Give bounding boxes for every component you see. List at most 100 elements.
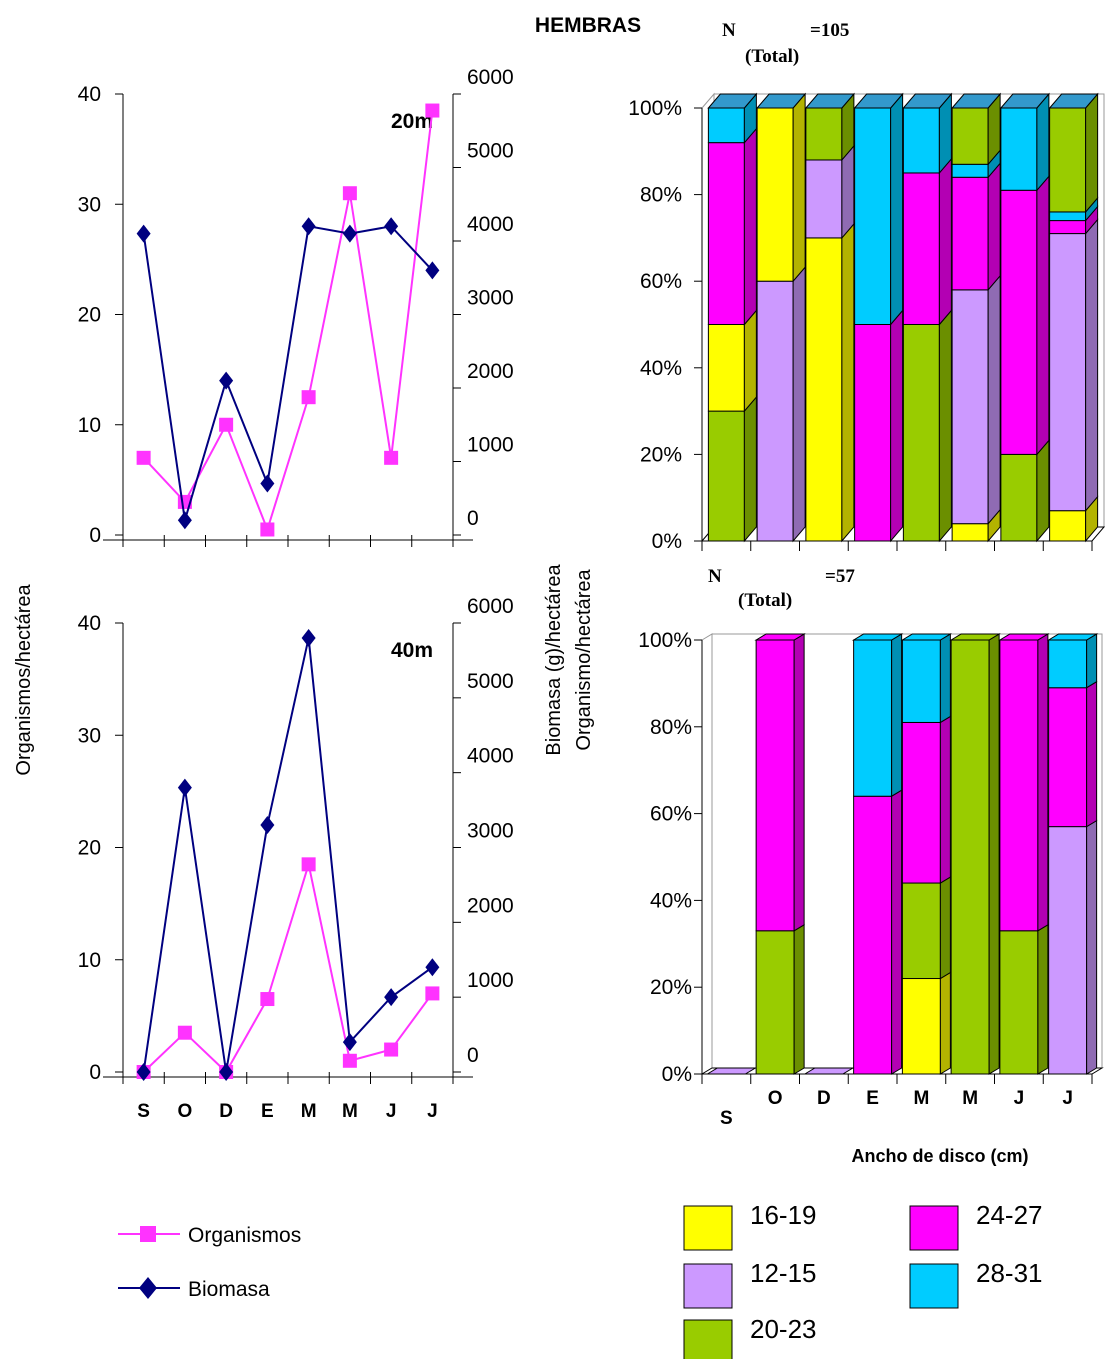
- legend-swatch-s16_19: [683, 1205, 733, 1251]
- bar-segment: [1048, 826, 1088, 1075]
- bar-segment: [1000, 189, 1038, 455]
- right-tick-label: 6000: [467, 595, 514, 618]
- bar-chart-bottom: 0% 20% 40% 60% 80% 100% S O D E M M J J: [638, 629, 1104, 1129]
- biomasa-point: [260, 474, 275, 493]
- bar-top-face: [900, 633, 953, 641]
- organismos-point: [425, 103, 440, 118]
- bar-segment: [707, 324, 745, 412]
- x-tick-label: O: [768, 1088, 783, 1109]
- bar-segment-side: [1036, 92, 1050, 192]
- y-tick-label: 80%: [640, 184, 682, 207]
- bar-segment-side: [939, 971, 951, 1075]
- bar-chart-top: 0% 20% 40% 60% 80% 100%: [628, 92, 1106, 553]
- back-wall-left: [701, 633, 713, 1075]
- bar-segment-side: [1036, 439, 1050, 543]
- bar-segment: [1049, 510, 1087, 542]
- x-tick-label: M: [962, 1088, 978, 1109]
- biomasa-point: [219, 1063, 234, 1081]
- bar-segment-side: [1086, 819, 1098, 1075]
- bar-top-face: [705, 1067, 758, 1075]
- biomasa-point: [301, 217, 316, 236]
- legend-label-s16_19: 16-19: [750, 1200, 817, 1230]
- bar-top-face: [707, 93, 758, 109]
- right-tick-label: 5000: [467, 140, 514, 163]
- bar-segment: [951, 523, 989, 542]
- bar-top-face: [754, 633, 806, 641]
- bar-segment: [707, 410, 745, 542]
- right-tick-label: 3000: [467, 287, 514, 310]
- bar-segment: [902, 107, 940, 174]
- organismos-point: [136, 450, 151, 465]
- bar-segment: [950, 639, 990, 1075]
- bar-segment: [901, 978, 941, 1075]
- line-chart-40m: 0 10 20 30 40 0 1000 2000 3000 4000 5000 6000 40m S O D…: [78, 595, 514, 1122]
- right-tick-label: 4000: [467, 213, 514, 236]
- biomasa-point: [177, 778, 192, 797]
- bar-segment: [999, 930, 1039, 1075]
- n-total-sublabel: (Total): [745, 46, 799, 67]
- left-tick-label: 10: [78, 949, 101, 972]
- right-tick-label: 3000: [467, 820, 514, 843]
- legend-swatch-s20_23: [683, 1319, 733, 1364]
- left-tick-label: 30: [78, 724, 101, 747]
- y-tick-label: 0%: [652, 530, 682, 553]
- biomasa-point: [219, 371, 234, 390]
- bar-segment-side: [939, 633, 951, 724]
- left-tick-label: 40: [78, 612, 101, 635]
- biomasa-point: [342, 1033, 357, 1052]
- line-chart-20m: 0 10 20 30 40 0 1000 2000 3000 4000 5000 6000 20m: [78, 66, 514, 547]
- organismos-point: [260, 522, 275, 537]
- y-tick-label: 40%: [640, 357, 682, 380]
- bar-x-axis-label: Ancho de disco (cm): [851, 1146, 1028, 1166]
- bar-segment-side: [743, 127, 757, 326]
- bar-segment-side: [891, 633, 903, 798]
- x-tick-label: S: [137, 1101, 150, 1122]
- bar-segment-side: [792, 265, 806, 543]
- y-tick-label: 80%: [650, 716, 692, 739]
- bar-segment: [951, 163, 989, 178]
- biomasa-line: [142, 637, 433, 1073]
- y-tick-label: 20%: [640, 443, 682, 466]
- bar-segment: [755, 930, 795, 1075]
- bar-top-face: [902, 93, 953, 109]
- panel-label: 20m: [391, 110, 433, 133]
- bar-top-face: [1046, 633, 1099, 641]
- x-tick-label: E: [261, 1101, 274, 1122]
- right-tick-label: 2000: [467, 894, 514, 917]
- bar-segment-side: [792, 92, 806, 283]
- bar-top-face: [999, 93, 1050, 109]
- bar-top-face: [853, 93, 904, 109]
- bar-segment: [1048, 639, 1088, 689]
- biomasa-point: [384, 217, 399, 236]
- bar-top-face: [1048, 93, 1099, 109]
- right-tick-label: 1000: [467, 969, 514, 992]
- y-tick-label: 40%: [650, 889, 692, 912]
- bar-top-face: [951, 93, 1002, 109]
- bar-segment: [901, 639, 941, 723]
- bar-segment: [951, 107, 989, 165]
- bar-segment: [1000, 453, 1038, 542]
- bar-segment: [1000, 107, 1038, 191]
- bar-segment: [853, 795, 893, 1075]
- line-legend: Organismos Biomasa: [118, 1224, 301, 1301]
- n-label: N: [722, 20, 736, 41]
- x-tick-label: J: [427, 1101, 438, 1122]
- bar-segment-side: [987, 274, 1001, 526]
- bar-segment-side: [793, 633, 805, 932]
- bar-segment: [854, 107, 892, 325]
- organismos-point: [384, 1042, 399, 1057]
- y-tick-label: 60%: [640, 270, 682, 293]
- left-tick-label: 20: [78, 837, 101, 860]
- biomasa-point: [136, 224, 151, 243]
- bar-segment-side: [1036, 174, 1050, 456]
- left-tick-label: 40: [78, 83, 101, 106]
- bar-segment-side: [939, 715, 951, 884]
- bar-segment: [902, 172, 940, 325]
- y-tick-label: 60%: [650, 803, 692, 826]
- organismos-point: [342, 186, 357, 201]
- bar-segment: [756, 280, 794, 542]
- legend-label-organismos: Organismos: [188, 1224, 301, 1247]
- y-tick-label: 100%: [628, 97, 682, 120]
- biomasa-point: [384, 988, 399, 1007]
- x-tick-label: O: [177, 1101, 192, 1122]
